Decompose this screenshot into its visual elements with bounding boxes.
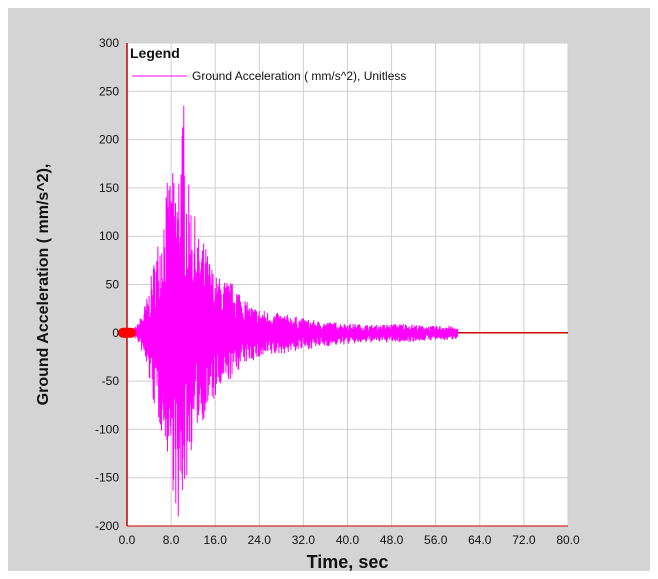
y-tick-label: 0 xyxy=(112,326,119,340)
series-line-ground-acceleration xyxy=(126,105,459,517)
x-tick-label: 8.0 xyxy=(163,533,180,547)
legend: Legend Ground Acceleration ( mm/s^2), Un… xyxy=(130,45,406,83)
origin-marker xyxy=(118,327,136,338)
y-tick-label: 300 xyxy=(99,36,119,50)
legend-title: Legend xyxy=(130,45,180,61)
y-tick-label: -50 xyxy=(102,374,120,388)
x-tick-label: 48.0 xyxy=(380,533,404,547)
y-tick-label: -150 xyxy=(95,471,119,485)
x-tick-label: 56.0 xyxy=(424,533,448,547)
y-tick-label: 150 xyxy=(99,181,119,195)
x-tick-label: 40.0 xyxy=(336,533,360,547)
tick-labels: 0.0 8.0 16.0 24.0 32.0 40.0 48.0 56.0 64.0 72.0 80… xyxy=(95,36,580,547)
ground-acceleration-chart: 0.0 8.0 16.0 24.0 32.0 40.0 48.0 56.0 64.0 72.0 80… xyxy=(35,36,580,571)
grid-lines xyxy=(126,42,569,527)
x-axis-title: Time, sec xyxy=(307,552,389,571)
y-tick-label: 100 xyxy=(99,229,119,243)
y-tick-label: 250 xyxy=(99,84,119,98)
series-layer xyxy=(118,105,459,517)
x-tick-label: 64.0 xyxy=(468,533,492,547)
x-tick-label: 24.0 xyxy=(248,533,272,547)
legend-entry-ground-acceleration: Ground Acceleration ( mm/s^2), Unitless xyxy=(192,69,406,83)
y-axis-title: Ground Acceleration ( mm/s^2), xyxy=(35,164,52,406)
chart-frame: 0.0 8.0 16.0 24.0 32.0 40.0 48.0 56.0 64.0 72.0 80… xyxy=(8,8,650,571)
y-tick-label: 50 xyxy=(106,278,120,292)
x-tick-label: 32.0 xyxy=(292,533,316,547)
x-tick-label: 72.0 xyxy=(512,533,536,547)
x-tick-label: 0.0 xyxy=(119,533,136,547)
y-tick-label: -100 xyxy=(95,422,119,436)
x-tick-label: 16.0 xyxy=(204,533,228,547)
y-tick-label: 200 xyxy=(99,133,119,147)
y-tick-label: -200 xyxy=(95,519,119,533)
x-tick-label: 80.0 xyxy=(556,533,580,547)
